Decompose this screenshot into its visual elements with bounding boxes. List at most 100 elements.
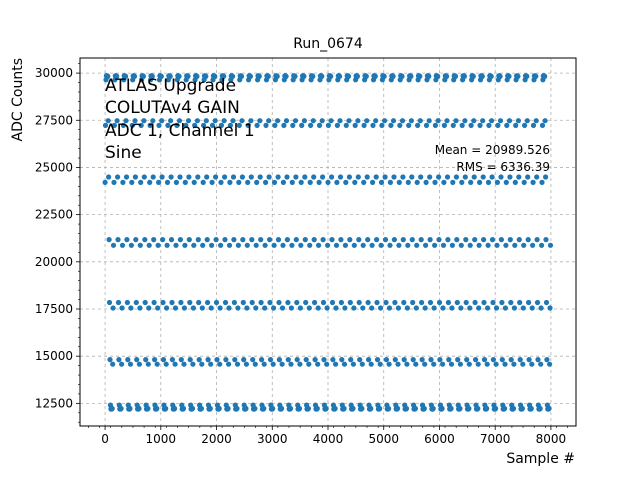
data-point <box>131 73 138 79</box>
data-point <box>350 405 356 412</box>
data-point <box>199 305 205 311</box>
data-point <box>427 237 433 243</box>
data-point <box>261 405 267 412</box>
data-point <box>262 305 268 311</box>
data-point <box>395 405 401 412</box>
data-point <box>136 361 142 367</box>
data-point <box>467 242 473 248</box>
data-point <box>350 361 356 367</box>
data-point <box>316 179 322 185</box>
data-point <box>132 174 138 180</box>
data-point <box>476 305 482 311</box>
data-point <box>510 405 517 412</box>
data-point <box>355 118 361 124</box>
data-point <box>397 122 403 128</box>
data-point <box>297 305 303 311</box>
data-point <box>119 305 125 311</box>
data-point <box>408 118 414 124</box>
data-point <box>330 357 336 363</box>
annotation-experiment: ATLAS Upgrade <box>105 76 236 96</box>
data-point <box>391 237 397 243</box>
data-point <box>530 179 536 185</box>
x-tick-label: 3000 <box>257 432 288 446</box>
data-point <box>489 174 495 180</box>
data-point <box>138 179 144 185</box>
data-point <box>373 118 379 124</box>
data-point <box>428 357 434 363</box>
data-point <box>436 174 442 180</box>
data-point <box>399 118 406 124</box>
data-point <box>419 299 425 306</box>
data-point <box>319 73 325 79</box>
data-point <box>239 118 245 124</box>
data-point <box>128 242 134 248</box>
data-point <box>241 357 247 363</box>
data-point <box>155 305 161 311</box>
data-point <box>230 73 236 79</box>
data-point <box>481 357 488 363</box>
data-point <box>472 237 478 243</box>
data-point <box>200 242 206 248</box>
data-point <box>352 122 358 128</box>
data-point <box>258 299 264 306</box>
data-point <box>512 242 518 248</box>
data-point <box>124 237 130 243</box>
data-point <box>534 237 540 243</box>
data-point <box>248 174 254 180</box>
data-point <box>138 122 144 128</box>
data-point <box>292 73 298 79</box>
data-point <box>368 361 374 367</box>
data-point <box>361 179 367 185</box>
data-point <box>357 357 363 363</box>
data-point <box>230 118 236 124</box>
data-point <box>320 174 326 180</box>
data-point <box>252 405 258 412</box>
data-point <box>445 299 451 306</box>
data-point <box>486 122 492 128</box>
data-point <box>267 237 273 243</box>
data-point <box>490 357 496 363</box>
data-point <box>106 299 113 306</box>
data-point <box>324 305 330 311</box>
data-point <box>299 122 305 128</box>
data-point <box>334 179 340 185</box>
data-point <box>234 361 241 367</box>
data-point <box>341 405 347 412</box>
data-point <box>279 305 286 311</box>
data-point <box>150 118 156 124</box>
data-point <box>338 299 344 306</box>
data-point <box>290 122 296 128</box>
data-point <box>395 361 401 367</box>
data-point <box>289 242 295 248</box>
data-point <box>298 179 304 185</box>
data-point <box>506 73 512 79</box>
data-point <box>118 405 124 412</box>
data-point <box>142 299 148 306</box>
data-point <box>235 242 241 248</box>
data-point <box>315 361 321 367</box>
data-point <box>328 118 334 124</box>
data-point <box>127 361 134 367</box>
data-point <box>201 122 207 128</box>
data-point <box>323 405 329 412</box>
data-point <box>337 118 343 124</box>
data-point <box>190 305 196 311</box>
data-point <box>413 361 419 367</box>
data-point <box>462 174 468 180</box>
data-point <box>231 299 237 306</box>
data-point <box>348 357 354 363</box>
data-point <box>263 122 269 128</box>
data-point <box>410 357 416 363</box>
data-point <box>129 122 135 128</box>
data-point <box>272 122 278 128</box>
data-point <box>392 357 398 363</box>
data-point <box>464 357 470 363</box>
data-point <box>222 299 229 306</box>
data-point <box>115 299 122 306</box>
data-point <box>374 357 381 363</box>
data-point <box>445 237 451 243</box>
data-point <box>382 237 389 243</box>
data-point <box>405 179 411 185</box>
data-point <box>325 242 331 248</box>
data-point <box>321 357 327 363</box>
